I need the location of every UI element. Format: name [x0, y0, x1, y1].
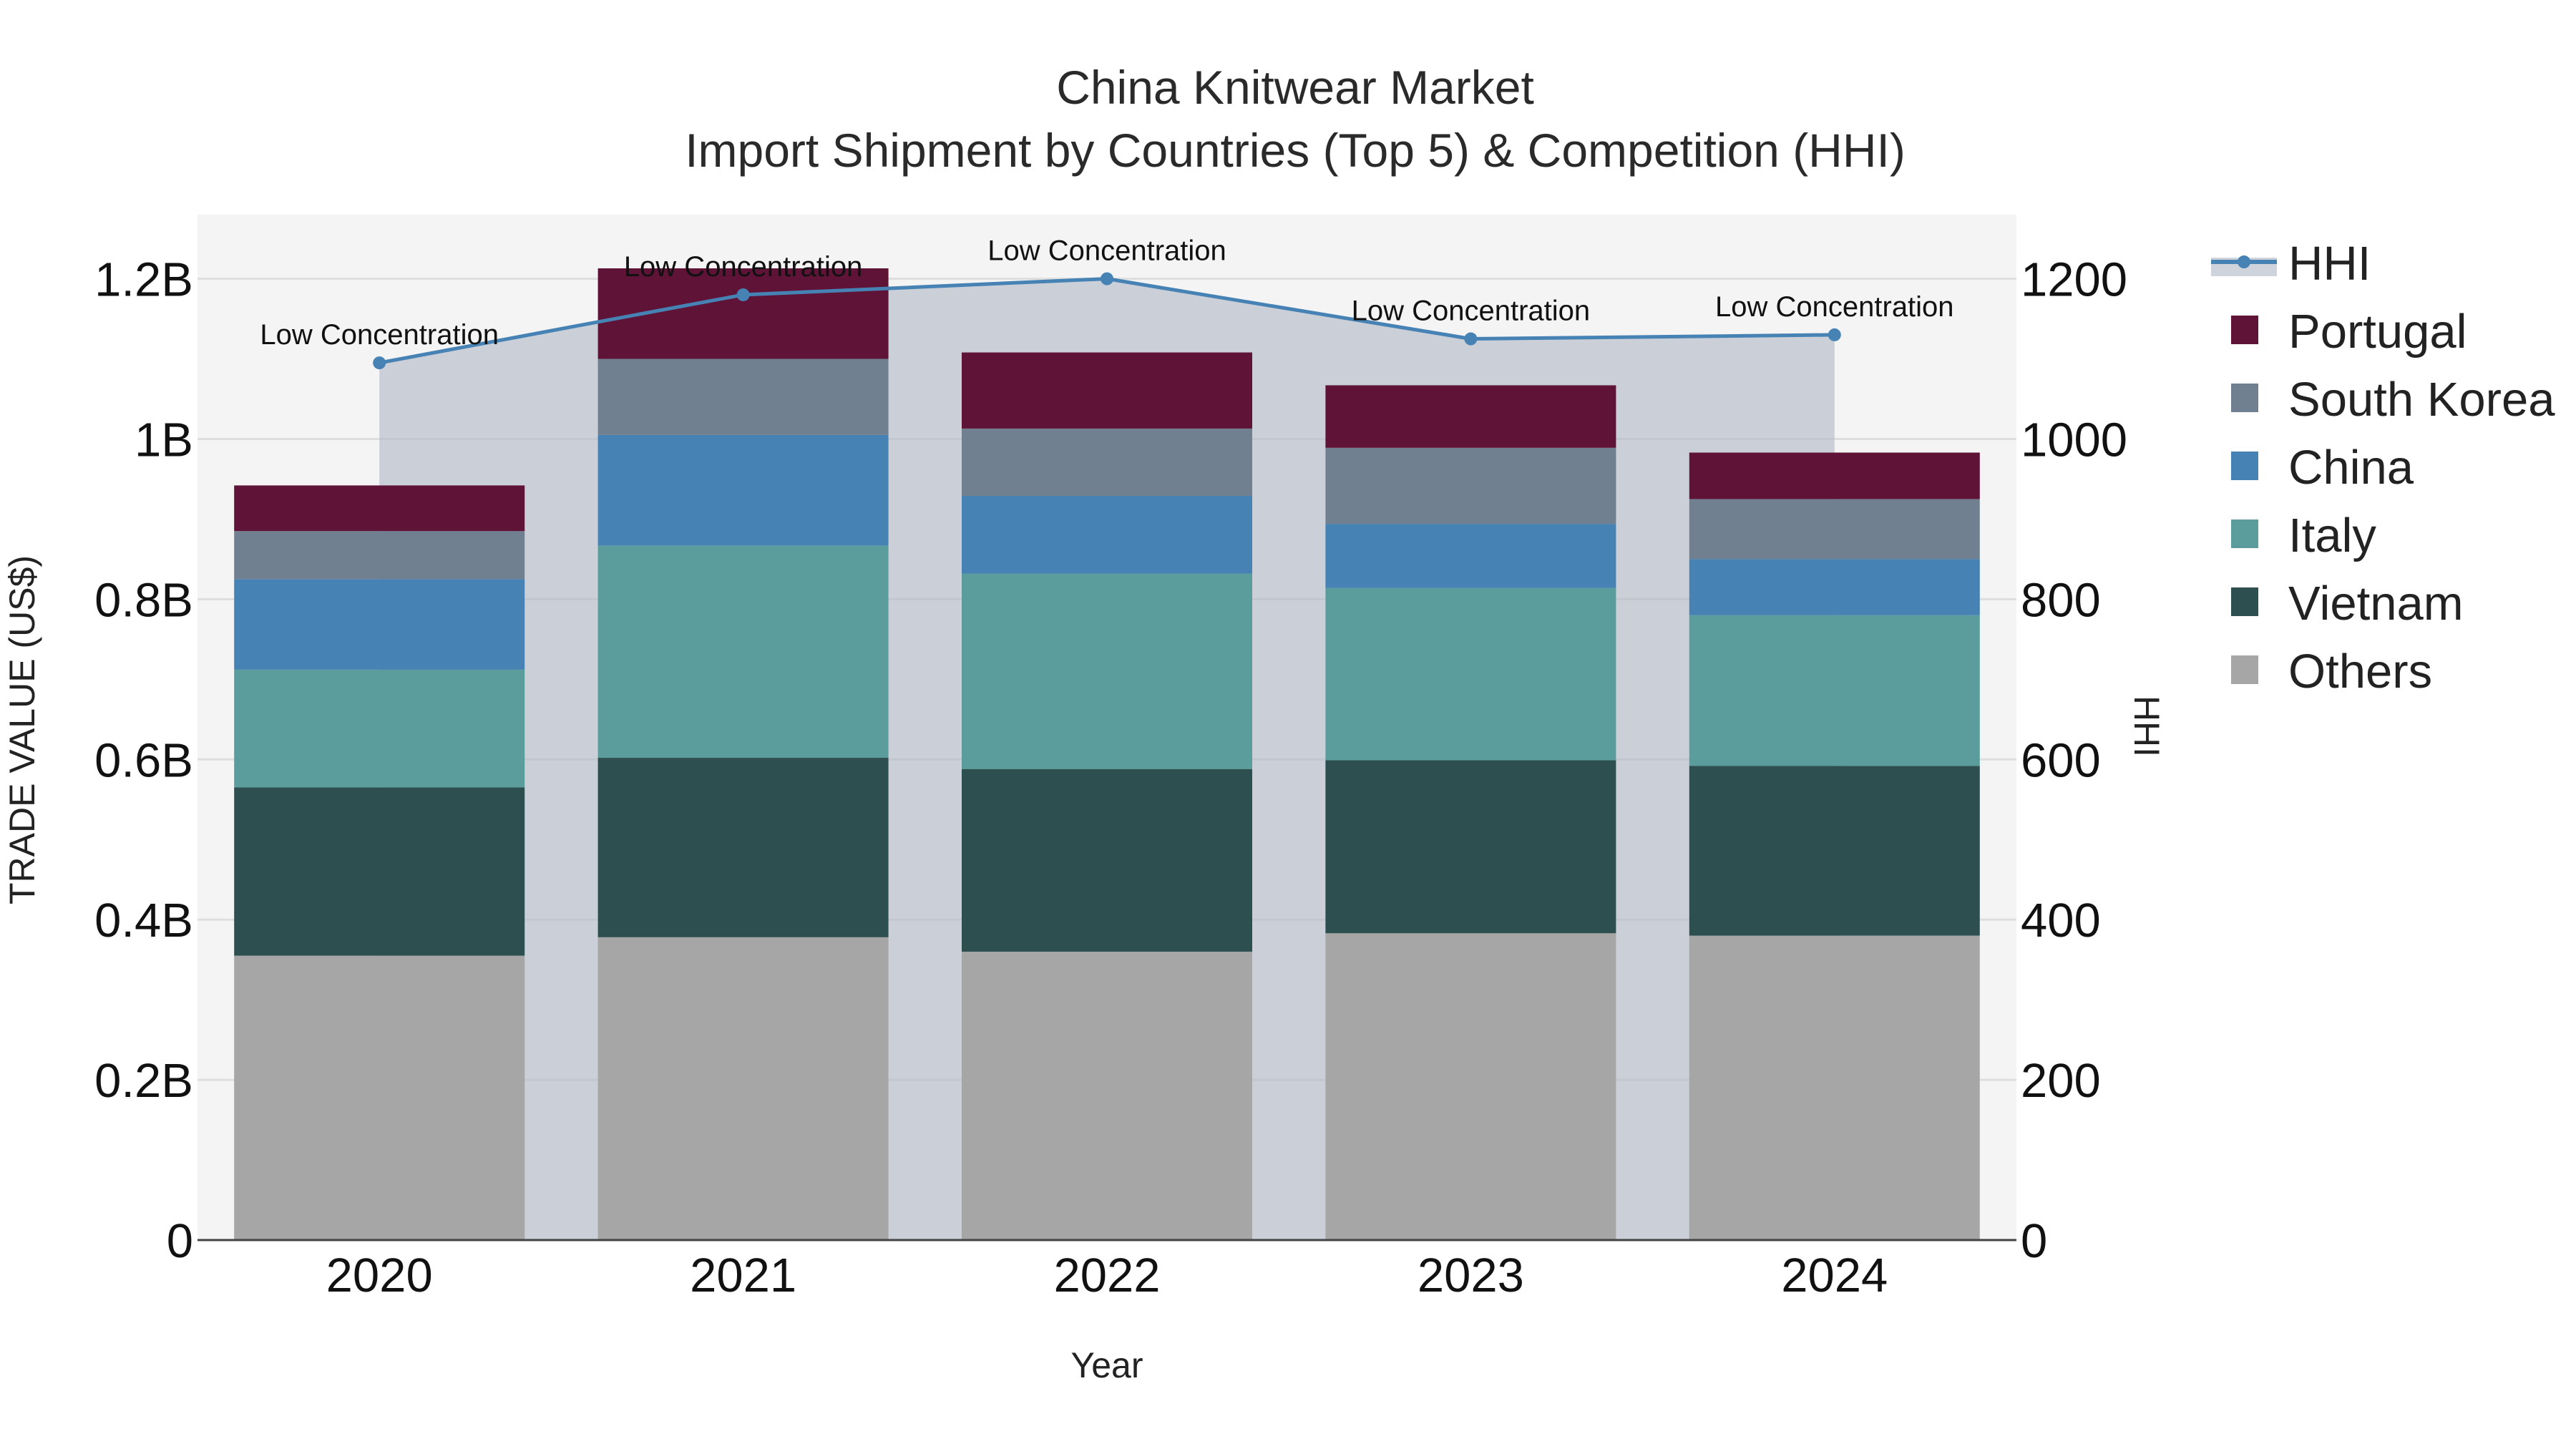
bar-vietnam-2021: [597, 758, 889, 937]
x-axis-title: Year: [1070, 1345, 1143, 1385]
y-tick-label: 0.8B: [94, 573, 193, 627]
legend-swatch-portugal: [2231, 316, 2258, 344]
bar-vietnam-2020: [234, 787, 525, 956]
x-tick-label: 2021: [690, 1249, 796, 1302]
y2-axis-title: HHI: [2127, 696, 2167, 757]
bar-italy-2021: [597, 545, 889, 758]
bar-others-2020: [234, 955, 525, 1240]
y-axis-title: TRADE VALUE (US$): [2, 555, 42, 904]
y2-tick-label: 200: [2021, 1054, 2101, 1108]
bar-others-2024: [1689, 935, 1980, 1240]
bar-others-2023: [1325, 933, 1616, 1240]
bar-portugal-2020: [234, 485, 525, 532]
axes-layer: 2020 2021 2022 2023 2024 0 0.2B 0.4B 0.6B 0.8B 1B 1…: [94, 253, 2127, 1302]
legend-swatch-vietnam: [2231, 587, 2258, 616]
bar-south-korea-2021: [597, 358, 889, 435]
bar-italy-2020: [234, 669, 525, 788]
bar-south-korea-2022: [962, 428, 1252, 496]
hhi-annotation: Low Concentration: [260, 319, 499, 351]
bar-vietnam-2022: [962, 769, 1252, 952]
chart-subtitle: Import Shipment by Countries (Top 5) & C…: [685, 124, 1906, 177]
hhi-point-2023: [1464, 332, 1478, 346]
hhi-point-2024: [1828, 328, 1841, 341]
bar-china-2024: [1689, 559, 1980, 615]
bar-others-2022: [962, 951, 1252, 1240]
chart-title: China Knitwear Market: [1056, 61, 1534, 114]
legend-swatch-others: [2231, 655, 2258, 684]
x-tick-label: 2022: [1053, 1249, 1160, 1302]
bars-layer: [234, 268, 1980, 1240]
hhi-point-2021: [736, 288, 750, 301]
bar-others-2021: [597, 937, 889, 1240]
hhi-annotation: Low Concentration: [624, 251, 863, 283]
hhi-annotation: Low Concentration: [1715, 291, 1954, 323]
annotations-layer: Low Concentration Low Concentration Low Co…: [260, 235, 1953, 351]
y2-tick-label: 600: [2021, 733, 2101, 787]
y2-tick-label: 800: [2021, 573, 2101, 627]
legend-label: HHI: [2288, 237, 2371, 291]
hhi-annotation: Low Concentration: [987, 235, 1226, 267]
y-tick-label: 0.4B: [94, 894, 193, 947]
bar-italy-2024: [1689, 615, 1980, 766]
y-tick-label: 0.2B: [94, 1054, 193, 1108]
bar-china-2021: [597, 434, 889, 546]
x-tick-label: 2023: [1418, 1249, 1524, 1302]
bar-vietnam-2023: [1325, 760, 1616, 934]
y-tick-label: 1.2B: [94, 253, 193, 307]
bar-portugal-2022: [962, 352, 1252, 429]
legend: HHI Portugal South Korea China Italy Vietnam O…: [2211, 237, 2555, 698]
x-tick-label: 2020: [326, 1249, 433, 1302]
bar-vietnam-2024: [1689, 766, 1980, 936]
y2-tick-label: 0: [2021, 1214, 2047, 1268]
bar-italy-2022: [962, 573, 1252, 769]
legend-swatch-south-korea: [2231, 384, 2258, 412]
legend-label: Others: [2288, 645, 2432, 698]
bar-south-korea-2024: [1689, 499, 1980, 560]
y-tick-label: 0.6B: [94, 733, 193, 787]
hhi-point-2022: [1101, 272, 1113, 286]
hhi-line-layer: [373, 272, 1841, 370]
bar-italy-2023: [1325, 587, 1616, 761]
bar-china-2020: [234, 579, 525, 670]
bar-south-korea-2023: [1325, 447, 1616, 525]
bar-china-2023: [1325, 524, 1616, 588]
hhi-annotation: Low Concentration: [1352, 296, 1591, 327]
legend-label: Vietnam: [2288, 577, 2464, 630]
bar-china-2022: [962, 495, 1252, 574]
legend-swatch-italy: [2231, 519, 2258, 548]
legend-label: South Korea: [2288, 373, 2555, 426]
y2-tick-label: 1200: [2021, 253, 2127, 307]
bar-portugal-2023: [1325, 385, 1616, 448]
legend-swatch-hhi-marker: [2238, 255, 2250, 268]
hhi-point-2020: [373, 356, 386, 370]
legend-label: Portugal: [2288, 305, 2467, 358]
y2-tick-label: 1000: [2021, 413, 2127, 467]
y-tick-label: 1B: [135, 413, 193, 467]
bar-portugal-2024: [1689, 452, 1980, 499]
legend-label: Italy: [2288, 509, 2376, 562]
legend-label: China: [2288, 441, 2414, 494]
bar-south-korea-2020: [234, 531, 525, 580]
y-tick-label: 0: [167, 1214, 193, 1268]
x-tick-label: 2024: [1781, 1249, 1888, 1302]
legend-swatch-china: [2231, 452, 2258, 480]
y2-tick-label: 400: [2021, 894, 2101, 947]
